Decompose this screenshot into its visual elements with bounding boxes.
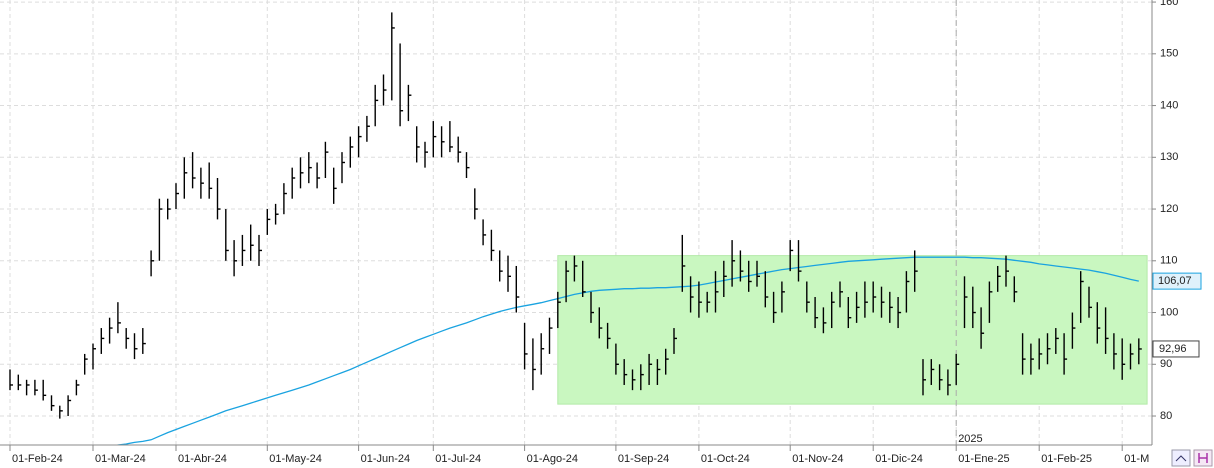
x-tick-label: 01-May-24 xyxy=(269,453,322,465)
ma-value-label: 106,07 xyxy=(1158,275,1192,287)
x-tick-label: 01-Ago-24 xyxy=(527,453,578,465)
toolbar-icons xyxy=(1171,449,1213,467)
zoom-icon[interactable] xyxy=(1171,449,1191,467)
y-tick-label: 150 xyxy=(1160,48,1178,60)
ma-value-box xyxy=(1152,272,1202,290)
y-tick-label: 160 xyxy=(1160,0,1178,8)
year-marker-label: 2025 xyxy=(958,433,982,445)
moving-average-line xyxy=(114,256,1139,445)
x-tick-label: 01-Oct-24 xyxy=(701,453,750,465)
x-tick-label: 01-Sep-24 xyxy=(618,453,669,465)
highlight-box xyxy=(557,255,1148,405)
y-tick-label: 120 xyxy=(1160,203,1178,215)
x-tick-label: 01-Feb-24 xyxy=(12,453,63,465)
x-tick-label: 01-Jul-24 xyxy=(435,453,481,465)
plot-area xyxy=(9,0,1148,445)
zoom-icon-glyph xyxy=(1175,455,1187,462)
x-tick-label: 01-Feb-25 xyxy=(1041,453,1092,465)
price-value-label: 92,96 xyxy=(1159,343,1187,355)
y-tick-label: 100 xyxy=(1160,306,1178,318)
y-tick-label: 90 xyxy=(1160,358,1172,370)
y-tick-label: 130 xyxy=(1160,151,1178,163)
x-tick-label: 01-Jun-24 xyxy=(361,453,411,465)
price-value-box xyxy=(1152,340,1200,358)
axes: 80 90 100 110 120 130 140 150 160 01-Feb-24 01-Mar… xyxy=(9,0,1202,465)
y-tick-label: 110 xyxy=(1160,255,1178,267)
settings-icon-glyph xyxy=(1198,453,1208,463)
x-tick-label: 01-M xyxy=(1124,453,1149,465)
y-tick-label: 80 xyxy=(1160,410,1172,422)
x-tick-label: 01-Abr-24 xyxy=(178,453,227,465)
x-tick-label: 01-Dic-24 xyxy=(875,453,923,465)
x-tick-label: 01-Nov-24 xyxy=(792,453,843,465)
x-tick-label: 01-Mar-24 xyxy=(95,453,146,465)
y-tick-label: 140 xyxy=(1160,99,1178,111)
x-tick-label: 01-Ene-25 xyxy=(958,453,1009,465)
